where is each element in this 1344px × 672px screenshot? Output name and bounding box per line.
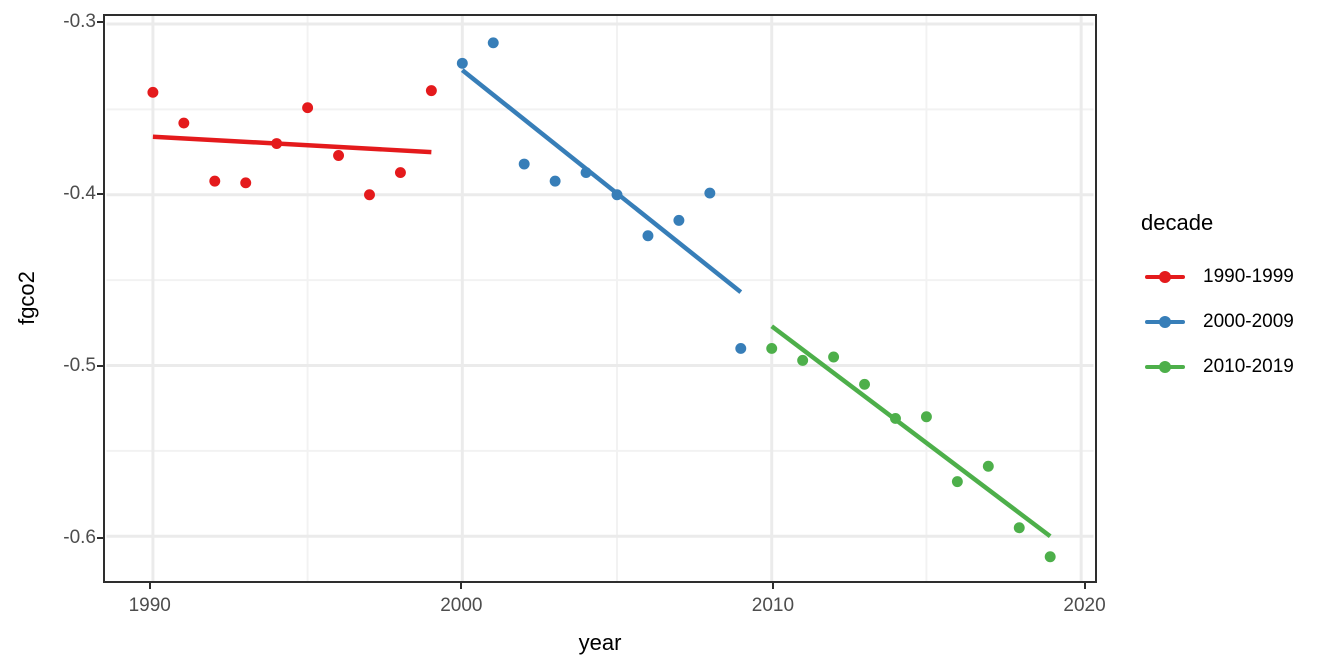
x-tick-label: 1990 [128, 595, 171, 616]
data-point-2010-2019 [1013, 522, 1025, 534]
y-tick-label: -0.3 [63, 11, 96, 33]
plot-panel [103, 14, 1097, 583]
data-point-1990-1999 [240, 177, 252, 189]
data-point-2000-2009 [673, 214, 685, 226]
legend-key-icon [1141, 307, 1189, 337]
data-point-2010-2019 [828, 351, 840, 363]
data-point-1990-1999 [302, 102, 314, 114]
legend-key-icon [1141, 262, 1189, 292]
legend-entry-label: 2010-2019 [1203, 356, 1294, 377]
x-tick-label: 2000 [440, 595, 483, 616]
y-tick-mark [97, 193, 103, 196]
y-tick-mark [97, 21, 103, 24]
y-tick-mark [97, 364, 103, 367]
data-point-2000-2009 [704, 187, 716, 199]
legend-key-dot-icon [1159, 361, 1171, 373]
x-axis-title: year [578, 630, 622, 655]
legend-entry-2000-2009: 2000-2009 [1141, 307, 1294, 337]
trend-line-2000-2009 [460, 68, 743, 294]
x-tick-label: 2020 [1063, 595, 1106, 616]
data-point-1990-1999 [364, 189, 375, 201]
legend-entry-label: 1990-1999 [1203, 266, 1294, 287]
x-tick-mark [771, 583, 774, 589]
data-point-1990-1999 [425, 85, 437, 97]
legend-title: decade [1141, 210, 1214, 235]
legend-key-icon [1141, 352, 1189, 382]
data-point-2010-2019 [982, 460, 994, 472]
x-tick-mark [148, 583, 151, 589]
y-axis-title-text: fgco2 [14, 271, 39, 325]
data-point-2000-2009 [487, 37, 499, 49]
data-point-2010-2019 [1044, 551, 1056, 563]
legend-entry-1990-1999: 1990-1999 [1141, 262, 1294, 292]
trend-line-1990-1999 [152, 134, 432, 155]
x-tick-mark [1083, 583, 1086, 589]
data-point-2000-2009 [735, 342, 747, 354]
data-point-1990-1999 [394, 167, 406, 179]
y-tick-mark [97, 536, 103, 539]
y-tick-label: -0.6 [63, 526, 96, 548]
chart-svg [106, 16, 1094, 581]
data-point-1990-1999 [333, 150, 345, 161]
data-point-2010-2019 [951, 476, 963, 488]
data-point-2010-2019 [766, 342, 778, 354]
x-tick-label: 2010 [751, 595, 795, 616]
data-point-2010-2019 [797, 354, 809, 366]
data-point-2000-2009 [456, 57, 468, 69]
y-tick-label: -0.5 [63, 354, 96, 376]
legend-key-dot-icon [1159, 316, 1171, 328]
trend-line-2010-2019 [770, 324, 1052, 539]
data-point-2000-2009 [549, 175, 561, 187]
x-tick-mark [460, 583, 463, 589]
data-point-2010-2019 [859, 378, 871, 390]
legend-entry-label: 2000-2009 [1203, 311, 1294, 332]
y-tick-label: -0.4 [63, 183, 96, 205]
data-point-2000-2009 [642, 230, 654, 242]
legend: decade 1990-1999 2000-2009 2010-2019 [1141, 203, 1341, 377]
legend-entry-2010-2019: 2010-2019 [1141, 352, 1294, 382]
data-point-1990-1999 [147, 86, 159, 98]
data-point-2010-2019 [920, 411, 932, 423]
data-point-1990-1999 [178, 117, 190, 129]
legend-key-dot-icon [1159, 271, 1171, 283]
data-point-2000-2009 [518, 158, 530, 170]
data-point-1990-1999 [209, 175, 221, 187]
